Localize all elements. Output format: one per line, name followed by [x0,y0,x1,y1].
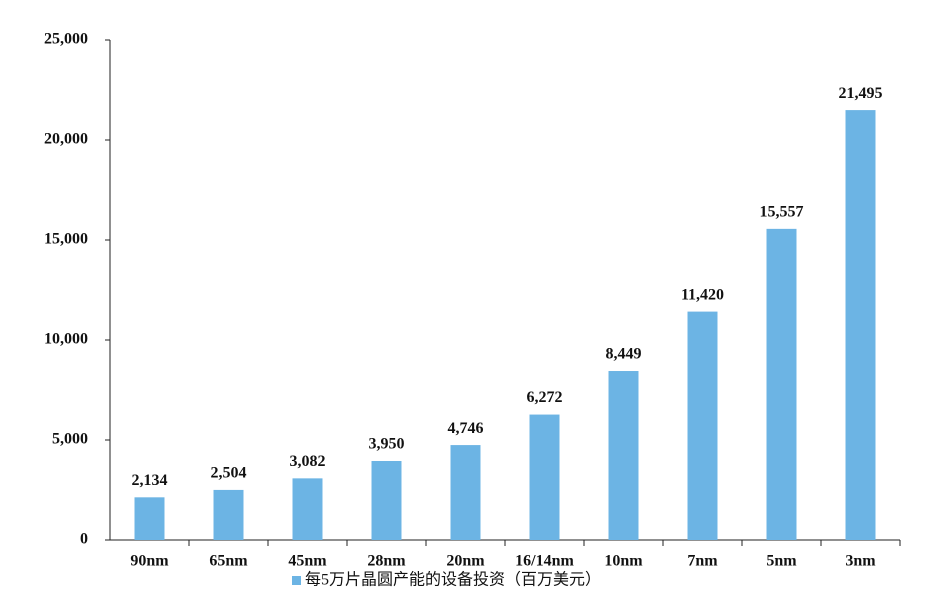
x-tick-label: 28nm [367,553,406,570]
bar [845,110,876,540]
bar [608,371,639,540]
bar [450,445,481,540]
bar [529,414,560,540]
value-label: 11,420 [681,286,724,303]
x-tick-label: 3nm [845,553,876,570]
x-tick-label: 16/14nm [515,553,574,570]
x-tick-label: 20nm [446,553,485,570]
bar [292,478,323,540]
x-tick-label: 65nm [209,553,248,570]
value-label: 15,557 [760,204,804,221]
y-tick-label: 10,000 [44,331,88,348]
x-tick-label: 90nm [130,553,169,570]
y-tick-label: 5,000 [52,431,88,448]
bar [134,497,165,540]
value-label: 21,495 [839,85,883,102]
bar [766,228,797,541]
value-label: 3,950 [369,436,405,453]
y-tick-label: 25,000 [44,31,88,48]
legend-swatch [292,576,301,585]
value-label: 4,746 [448,420,484,437]
bar [687,311,718,540]
value-label: 2,504 [211,465,247,482]
y-tick-label: 15,000 [44,231,88,248]
x-tick-label: 10nm [604,553,643,570]
bar [371,461,402,540]
value-label: 2,134 [132,472,168,489]
value-label: 6,272 [527,389,563,406]
x-tick-label: 45nm [288,553,327,570]
x-tick-label: 5nm [766,553,797,570]
y-tick-label: 20,000 [44,131,88,148]
value-label: 8,449 [606,346,642,363]
x-tick-label: 7nm [687,553,718,570]
value-label: 3,082 [290,453,326,470]
bar [213,489,244,540]
y-tick-label: 0 [80,531,88,548]
legend-label: 每5万片晶圆产能的设备投资（百万美元） [305,571,601,589]
